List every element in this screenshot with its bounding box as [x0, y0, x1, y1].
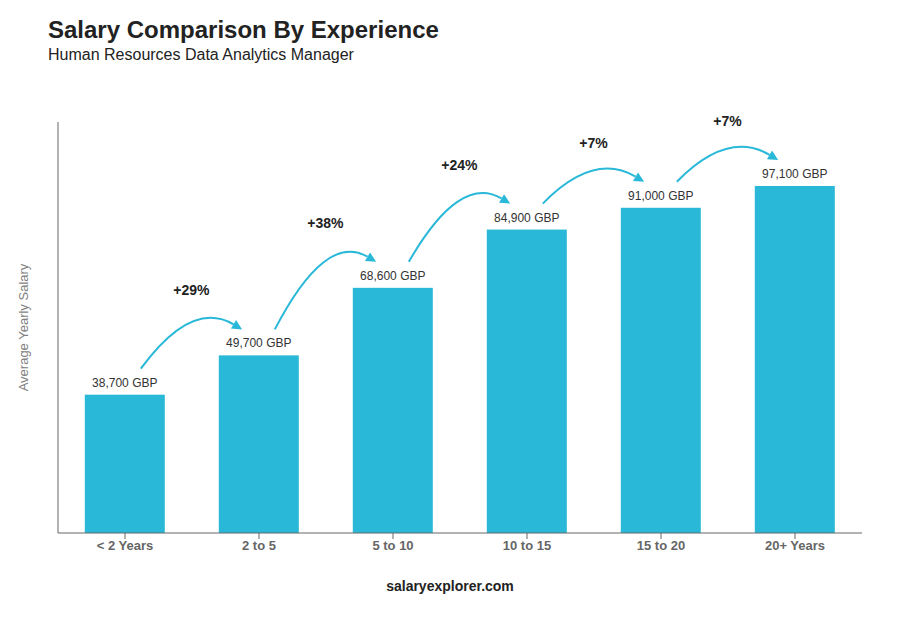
svg-text:+29%: +29% [173, 282, 210, 298]
svg-text:20+ Years: 20+ Years [765, 538, 825, 553]
svg-text:38,700 GBP: 38,700 GBP [92, 376, 157, 390]
svg-text:49,700 GBP: 49,700 GBP [226, 336, 291, 350]
svg-text:+38%: +38% [307, 215, 344, 231]
svg-text:91,000 GBP: 91,000 GBP [628, 189, 693, 203]
svg-text:Average Yearly Salary: Average Yearly Salary [16, 263, 31, 391]
svg-text:+7%: +7% [579, 135, 608, 151]
html-text:Human Resources Data Analytics: Human Resources Data Analytics Manager [48, 46, 354, 63]
svg-text:10 to 15: 10 to 15 [503, 538, 551, 553]
svg-text:< 2 Years: < 2 Years [97, 538, 154, 553]
svg-text:5 to 10: 5 to 10 [372, 538, 413, 553]
svg-text:+7%: +7% [713, 113, 742, 129]
svg-text:84,900 GBP: 84,900 GBP [494, 211, 559, 225]
html-text:Salary Comparison By Experienc: Salary Comparison By Experience [48, 16, 439, 43]
svg-text:97,100 GBP: 97,100 GBP [762, 167, 827, 181]
svg-text:68,600 GBP: 68,600 GBP [360, 269, 425, 283]
svg-text:15 to 20: 15 to 20 [637, 538, 685, 553]
svg-text:+24%: +24% [441, 157, 478, 173]
svg-text:2 to 5: 2 to 5 [242, 538, 276, 553]
html-text:salaryexplorer.com: salaryexplorer.com [386, 578, 514, 594]
